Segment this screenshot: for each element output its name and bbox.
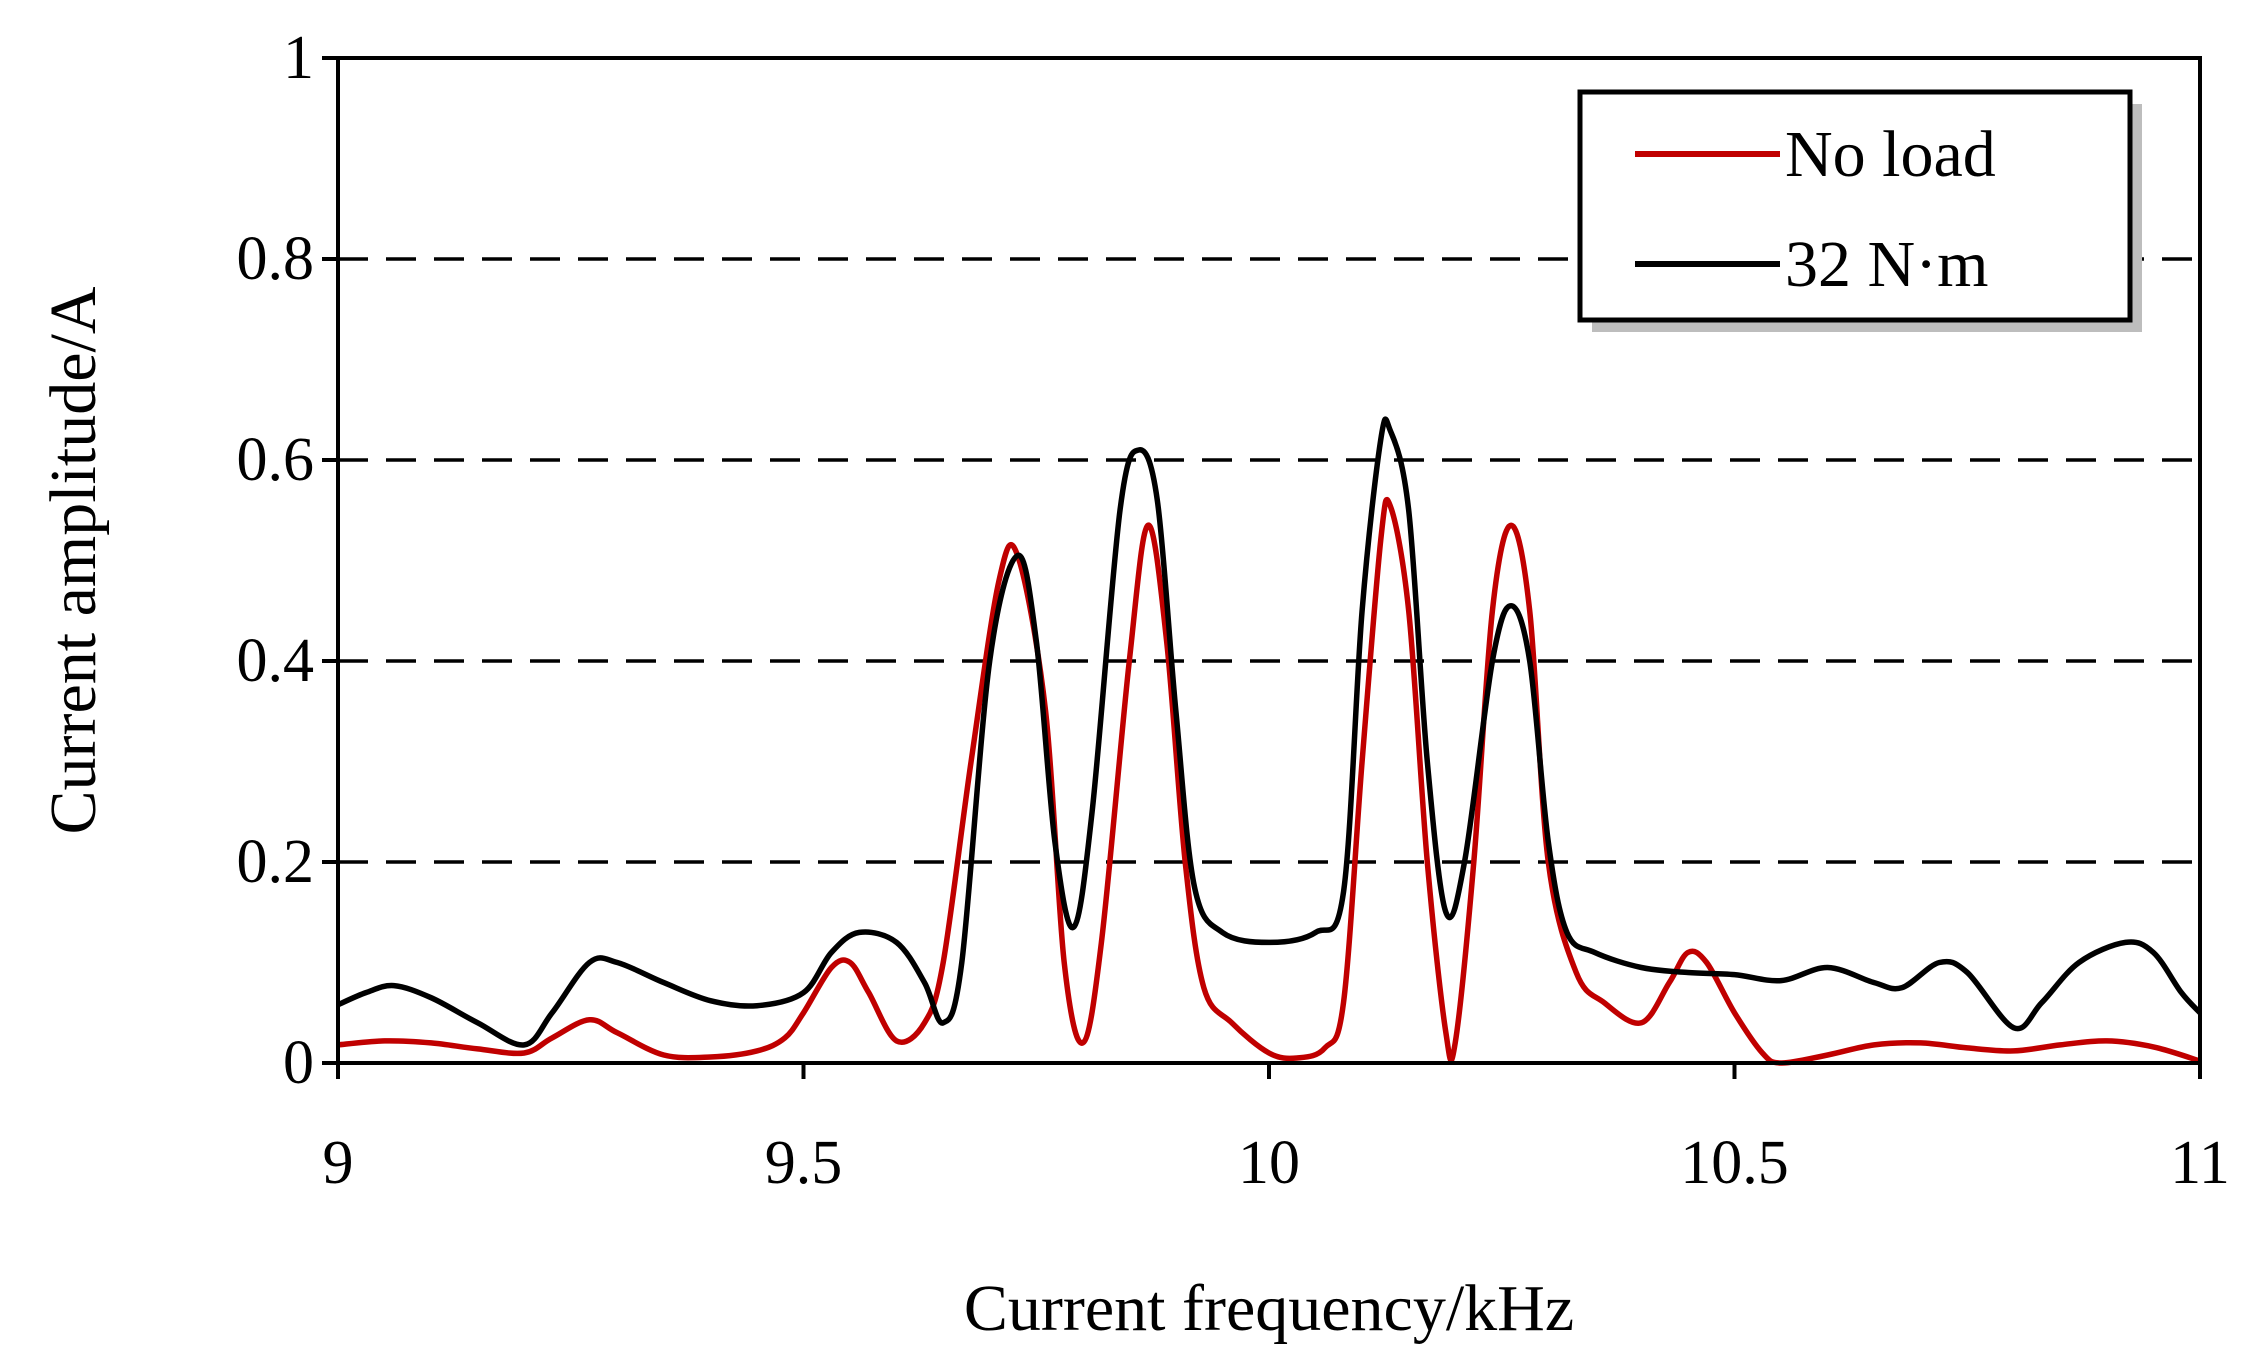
- series-lines: [336, 416, 2203, 1066]
- legend-label: No load: [1785, 118, 1996, 191]
- y-tick-label: 0: [283, 1029, 314, 1097]
- legend-label: 32 N·m: [1785, 228, 1988, 301]
- legend: No load 32 N·m: [1577, 89, 2142, 332]
- y-tick-label: 0.2: [237, 828, 315, 896]
- x-tick-label: 10: [1238, 1129, 1300, 1197]
- x-axis-title: Current frequency/kHz: [964, 1272, 1574, 1345]
- series-line-0: [337, 497, 2201, 1066]
- y-tick-label: 0.8: [237, 225, 315, 293]
- series-line-1: [336, 416, 2203, 1048]
- grid-lines: [338, 257, 2200, 864]
- y-tick-label: 0.6: [237, 426, 315, 494]
- x-tick-label: 10.5: [1680, 1129, 1789, 1197]
- y-axis-title: Current amplitude/A: [37, 286, 110, 834]
- x-tick-label: 11: [2170, 1129, 2230, 1197]
- x-tick-label: 9: [323, 1129, 354, 1197]
- legend-box: [1577, 89, 2133, 323]
- y-tick-label: 0.4: [237, 627, 315, 695]
- x-axis-ticks: 9 9.5 10 10.5 11: [323, 1063, 2230, 1197]
- y-axis-ticks: 0 0.2 0.4 0.6 0.8 1: [237, 24, 338, 1097]
- y-tick-label: 1: [283, 24, 314, 92]
- x-tick-label: 9.5: [765, 1129, 843, 1197]
